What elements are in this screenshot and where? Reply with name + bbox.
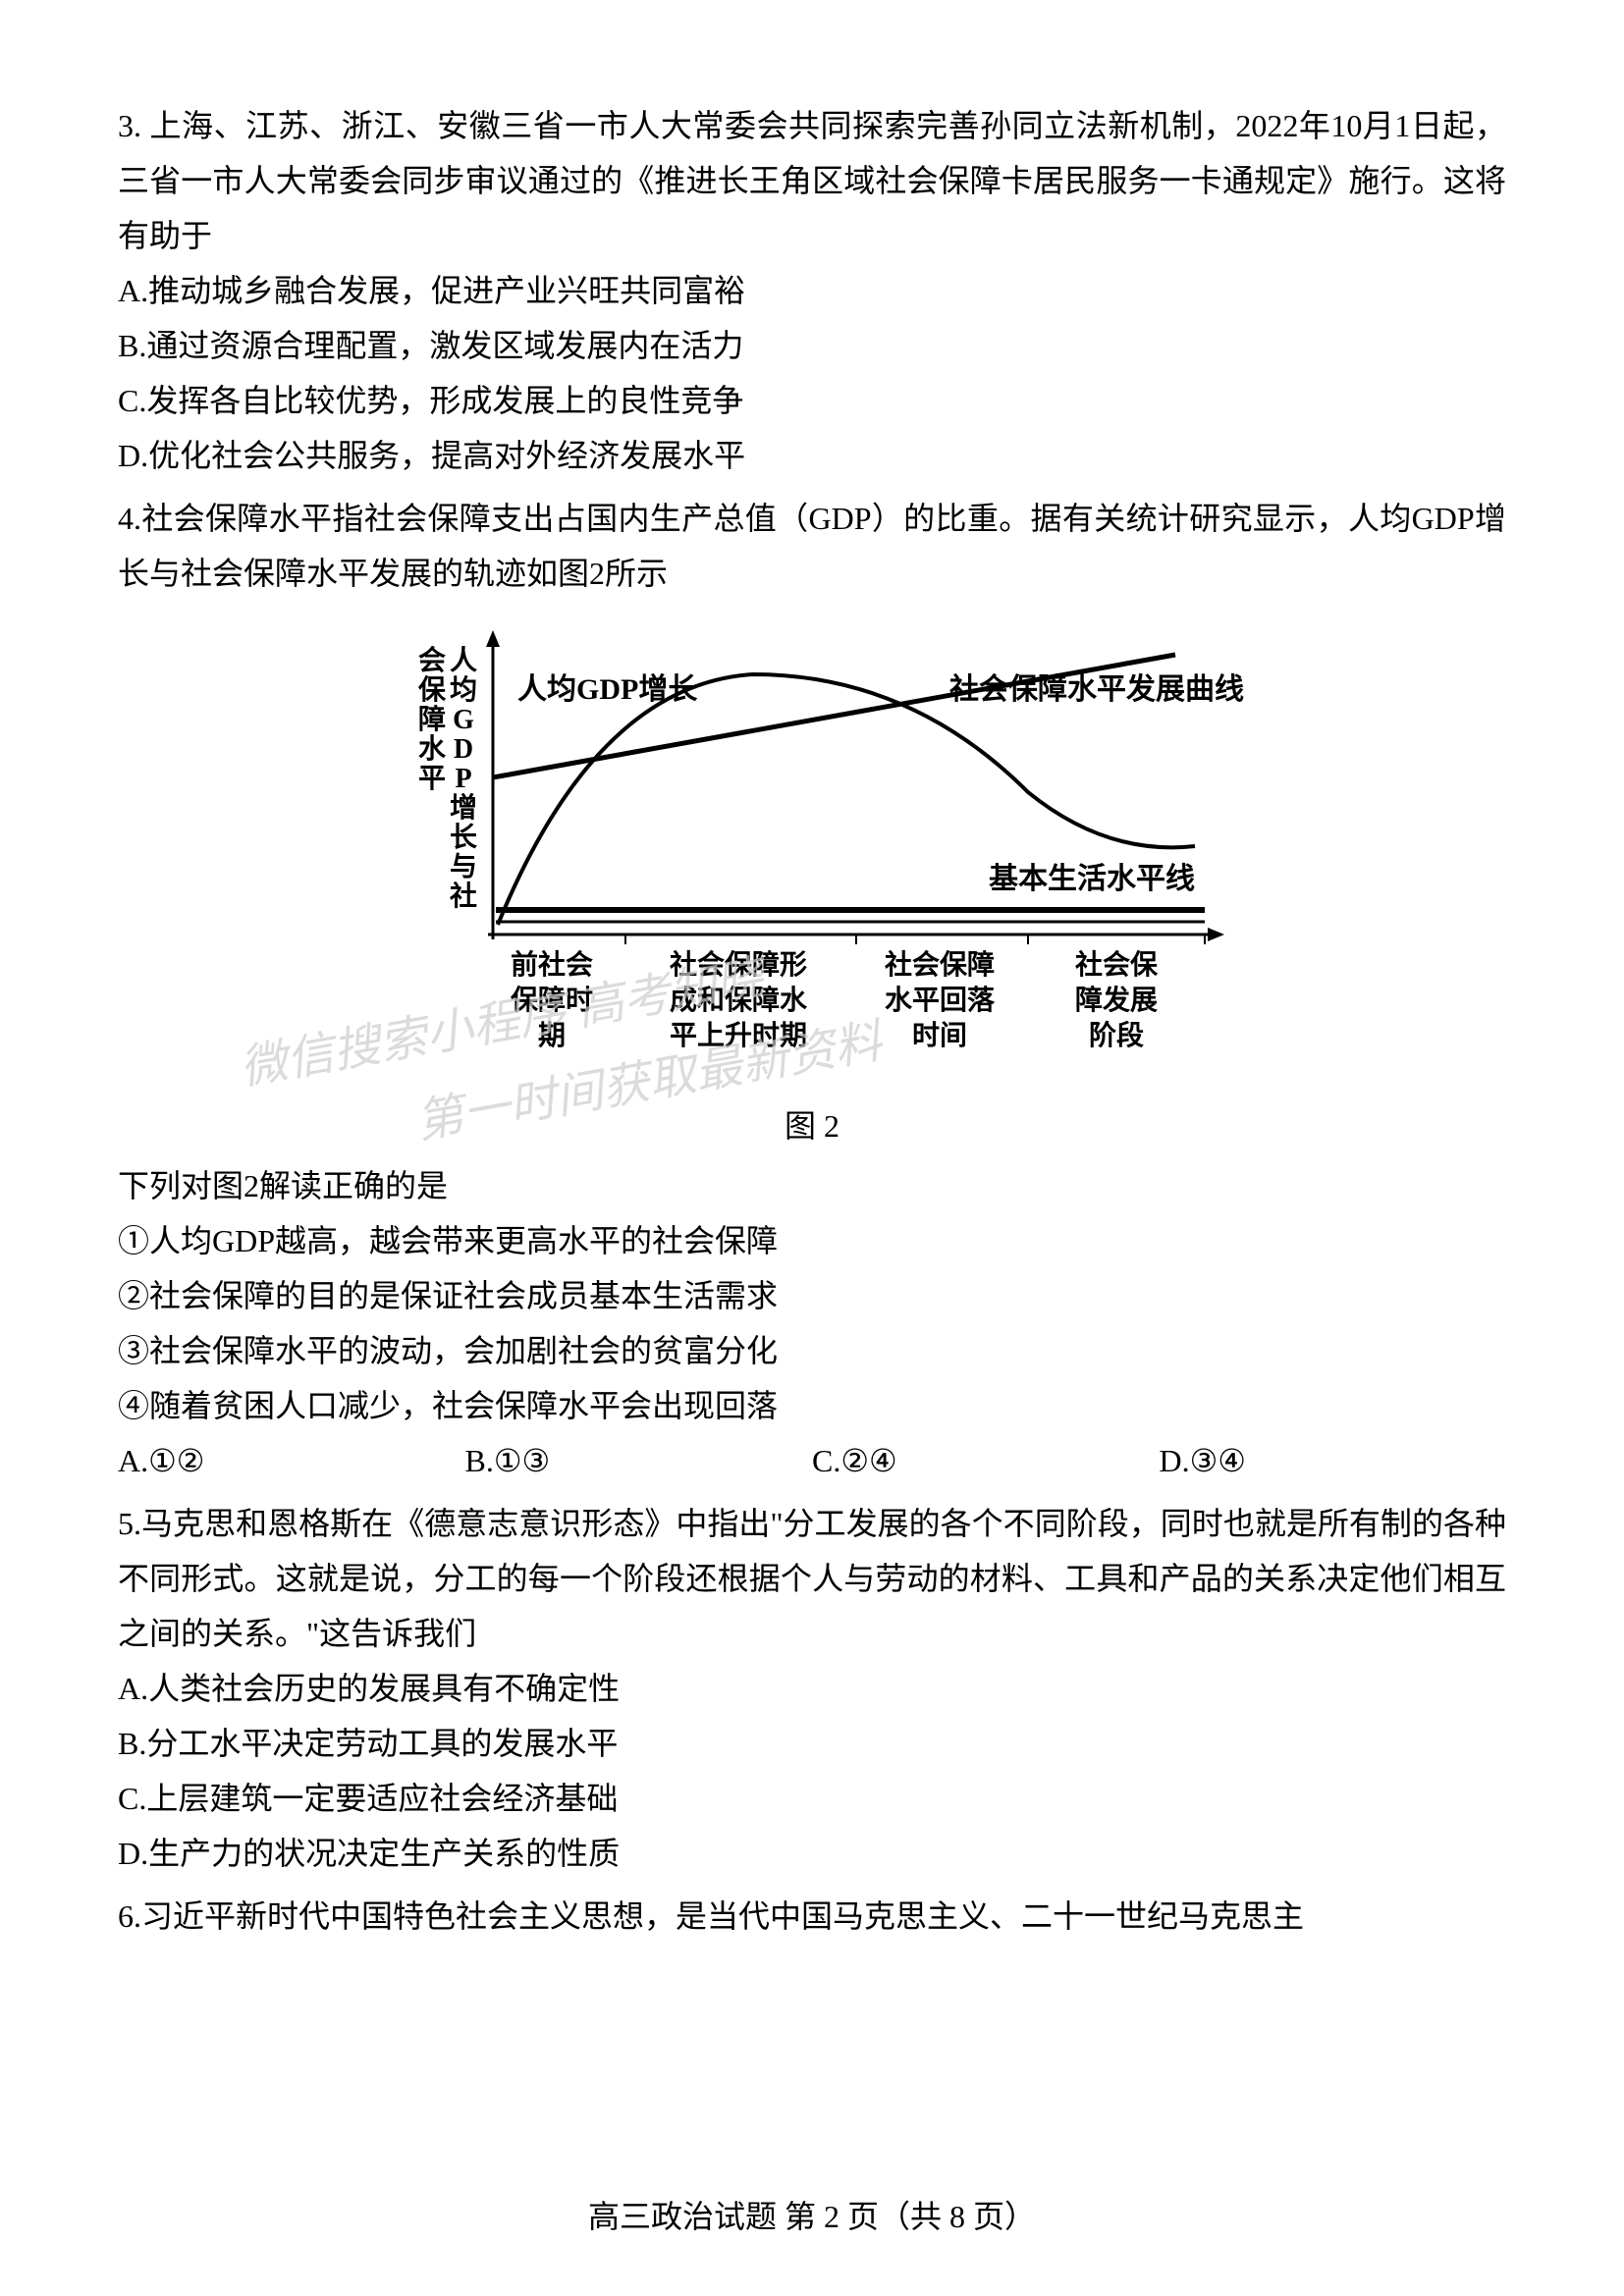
ss-curve-label: 社会保障水平发展曲线 xyxy=(949,672,1244,706)
svg-text:社会保障形: 社会保障形 xyxy=(670,948,807,981)
svg-text:社会保: 社会保 xyxy=(1075,949,1159,981)
question-6: 6.习近平新时代中国特色社会主义思想，是当代中国马克思主义、二十一世纪马克思主 xyxy=(118,1889,1506,1944)
svg-text:人: 人 xyxy=(450,645,477,676)
q5-option-c: C.上层建筑一定要适应社会经济基础 xyxy=(118,1771,1506,1826)
q3-option-c: C.发挥各自比较优势，形成发展上的良性竞争 xyxy=(118,373,1506,428)
q4-stem: 4.社会保障水平指社会保障支出占国内生产总值（GDP）的比重。据有关统计研究显示… xyxy=(118,491,1506,601)
svg-text:D: D xyxy=(454,734,473,765)
q3-option-a: A.推动城乡融合发展，促进产业兴旺共同富裕 xyxy=(118,263,1506,318)
q4-s3: ③社会保障水平的波动，会加剧社会的贫富分化 xyxy=(118,1323,1506,1378)
svg-text:阶段: 阶段 xyxy=(1089,1019,1144,1051)
svg-text:障: 障 xyxy=(418,703,446,735)
baseline-label: 基本生活水平线 xyxy=(989,863,1195,895)
svg-text:平上升时期: 平上升时期 xyxy=(670,1020,807,1051)
q3-option-d: D.优化社会公共服务，提高对外经济发展水平 xyxy=(118,428,1506,483)
q4-option-a: A.①② xyxy=(118,1433,465,1488)
svg-text:保: 保 xyxy=(418,674,447,706)
svg-text:期: 期 xyxy=(538,1020,566,1051)
svg-text:与: 与 xyxy=(450,851,477,882)
q4-s4: ④随着贫困人口减少，社会保障水平会出现回落 xyxy=(118,1378,1506,1433)
q4-options-row: A.①② B.①③ C.②④ D.③④ xyxy=(118,1433,1506,1488)
svg-text:增: 增 xyxy=(450,792,477,824)
q6-stem: 6.习近平新时代中国特色社会主义思想，是当代中国马克思主义、二十一世纪马克思主 xyxy=(118,1889,1506,1944)
q5-option-d: D.生产力的状况决定生产关系的性质 xyxy=(118,1826,1506,1881)
q4-option-c: C.②④ xyxy=(812,1433,1160,1488)
svg-text:障发展: 障发展 xyxy=(1075,984,1158,1016)
question-5: 5.马克思和恩格斯在《德意志意识形态》中指出"分工发展的各个不同阶段，同时也就是… xyxy=(118,1496,1506,1881)
q3-stem: 3. 上海、江苏、浙江、安徽三省一市人大常委会共同探索完善孙同立法新机制，202… xyxy=(118,98,1506,263)
svg-text:时间: 时间 xyxy=(912,1020,967,1051)
svg-text:保障时: 保障时 xyxy=(511,984,593,1016)
q4-option-d: D.③④ xyxy=(1160,1433,1507,1488)
y-axis-label: 人均GDP增长与社 会保障水平 xyxy=(418,645,477,912)
q4-s2: ②社会保障的目的是保证社会成员基本生活需求 xyxy=(118,1268,1506,1323)
chart-svg: 人均GDP增长 社会保障水平发展曲线 基本生活水平线 人均GDP增长与社会保障水… xyxy=(321,620,1303,1092)
page-footer: 高三政治试题 第 2 页（共 8 页） xyxy=(0,2192,1624,2237)
svg-text:均: 均 xyxy=(450,674,477,706)
q4-option-b: B.①③ xyxy=(465,1433,813,1488)
svg-text:水: 水 xyxy=(418,733,447,765)
chart-caption: 图 2 xyxy=(118,1101,1506,1147)
svg-text:G: G xyxy=(453,705,474,735)
svg-text:平: 平 xyxy=(418,764,446,794)
q5-option-b: B.分工水平决定劳动工具的发展水平 xyxy=(118,1716,1506,1771)
question-3: 3. 上海、江苏、浙江、安徽三省一市人大常委会共同探索完善孙同立法新机制，202… xyxy=(118,98,1506,483)
svg-text:会: 会 xyxy=(418,645,446,676)
question-4: 4.社会保障水平指社会保障支出占国内生产总值（GDP）的比重。据有关统计研究显示… xyxy=(118,491,1506,601)
y-axis-arrow-icon xyxy=(486,630,500,647)
svg-text:社会保障: 社会保障 xyxy=(885,948,995,981)
svg-text:成和保障水: 成和保障水 xyxy=(670,984,808,1016)
q5-option-a: A.人类社会历史的发展具有不确定性 xyxy=(118,1661,1506,1716)
gdp-line-label: 人均GDP增长 xyxy=(517,673,697,706)
chart-figure-2: 人均GDP增长 社会保障水平发展曲线 基本生活水平线 人均GDP增长与社会保障水… xyxy=(118,620,1506,1092)
svg-text:前社会: 前社会 xyxy=(511,948,593,981)
q4-s1: ①人均GDP越高，越会带来更高水平的社会保障 xyxy=(118,1213,1506,1268)
question-4-body: 下列对图2解读正确的是 ①人均GDP越高，越会带来更高水平的社会保障 ②社会保障… xyxy=(118,1158,1506,1488)
svg-text:长: 长 xyxy=(450,822,477,853)
svg-text:社: 社 xyxy=(450,881,477,912)
svg-text:水平回落: 水平回落 xyxy=(885,985,996,1016)
q3-option-b: B.通过资源合理配置，激发区域发展内在活力 xyxy=(118,318,1506,373)
q4-prompt: 下列对图2解读正确的是 xyxy=(118,1158,1506,1213)
x-axis-stage-labels: 前社会保障时期 社会保障形成和保障水平上升时期 社会保障水平回落时间 社会保障发展阶段 xyxy=(511,948,1159,1051)
q5-stem: 5.马克思和恩格斯在《德意志意识形态》中指出"分工发展的各个不同阶段，同时也就是… xyxy=(118,1496,1506,1661)
x-axis-arrow-icon xyxy=(1208,928,1224,941)
svg-text:P: P xyxy=(455,764,471,794)
